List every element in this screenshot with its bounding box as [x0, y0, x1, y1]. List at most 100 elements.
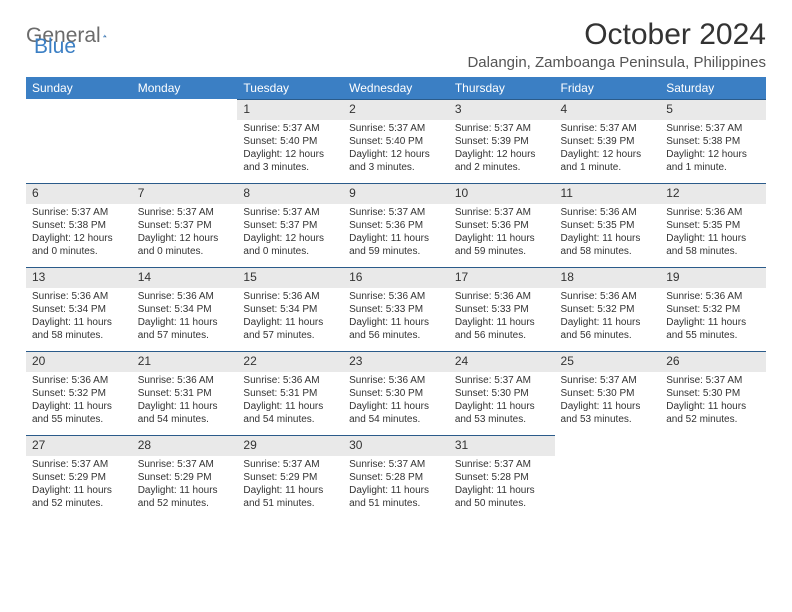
daylight-text: Daylight: 11 hours and 53 minutes. [455, 400, 549, 426]
sunrise-text: Sunrise: 5:36 AM [666, 290, 760, 303]
calendar-day-cell: 29Sunrise: 5:37 AMSunset: 5:29 PMDayligh… [237, 435, 343, 514]
weekday-header: Sunday [26, 77, 132, 99]
day-number: 31 [449, 435, 555, 456]
day-body: Sunrise: 5:36 AMSunset: 5:35 PMDaylight:… [555, 204, 661, 262]
sunrise-text: Sunrise: 5:37 AM [561, 122, 655, 135]
daylight-text: Daylight: 11 hours and 51 minutes. [349, 484, 443, 510]
daylight-text: Daylight: 11 hours and 55 minutes. [666, 316, 760, 342]
sunset-text: Sunset: 5:40 PM [349, 135, 443, 148]
day-body: Sunrise: 5:37 AMSunset: 5:29 PMDaylight:… [26, 456, 132, 514]
title-block: October 2024 Dalangin, Zamboanga Peninsu… [467, 18, 766, 71]
calendar-day-cell: 23Sunrise: 5:36 AMSunset: 5:30 PMDayligh… [343, 351, 449, 435]
day-body: Sunrise: 5:37 AMSunset: 5:40 PMDaylight:… [343, 120, 449, 178]
sunrise-text: Sunrise: 5:37 AM [138, 206, 232, 219]
day-body: Sunrise: 5:36 AMSunset: 5:33 PMDaylight:… [343, 288, 449, 346]
daylight-text: Daylight: 11 hours and 58 minutes. [561, 232, 655, 258]
calendar-week-row: 27Sunrise: 5:37 AMSunset: 5:29 PMDayligh… [26, 435, 766, 514]
weekday-header: Thursday [449, 77, 555, 99]
calendar-day-cell: 19Sunrise: 5:36 AMSunset: 5:32 PMDayligh… [660, 267, 766, 351]
day-body: Sunrise: 5:37 AMSunset: 5:36 PMDaylight:… [343, 204, 449, 262]
day-number: 25 [555, 351, 661, 372]
sunrise-text: Sunrise: 5:36 AM [138, 374, 232, 387]
sunset-text: Sunset: 5:30 PM [349, 387, 443, 400]
sunset-text: Sunset: 5:36 PM [455, 219, 549, 232]
calendar-day-cell: 24Sunrise: 5:37 AMSunset: 5:30 PMDayligh… [449, 351, 555, 435]
sunrise-text: Sunrise: 5:36 AM [32, 290, 126, 303]
logo-sail-icon [103, 27, 107, 45]
calendar-day-cell: 31Sunrise: 5:37 AMSunset: 5:28 PMDayligh… [449, 435, 555, 514]
daylight-text: Daylight: 11 hours and 52 minutes. [138, 484, 232, 510]
sunset-text: Sunset: 5:32 PM [32, 387, 126, 400]
sunset-text: Sunset: 5:30 PM [455, 387, 549, 400]
day-number: 26 [660, 351, 766, 372]
calendar-day-cell [132, 99, 238, 183]
sunrise-text: Sunrise: 5:36 AM [561, 290, 655, 303]
sunset-text: Sunset: 5:39 PM [561, 135, 655, 148]
sunrise-text: Sunrise: 5:36 AM [561, 206, 655, 219]
day-number: 9 [343, 183, 449, 204]
daylight-text: Daylight: 11 hours and 56 minutes. [455, 316, 549, 342]
sunrise-text: Sunrise: 5:36 AM [349, 374, 443, 387]
day-number: 11 [555, 183, 661, 204]
day-body: Sunrise: 5:36 AMSunset: 5:32 PMDaylight:… [26, 372, 132, 430]
sunrise-text: Sunrise: 5:37 AM [666, 122, 760, 135]
sunrise-text: Sunrise: 5:37 AM [561, 374, 655, 387]
sunrise-text: Sunrise: 5:37 AM [243, 206, 337, 219]
weekday-header: Saturday [660, 77, 766, 99]
day-body: Sunrise: 5:37 AMSunset: 5:39 PMDaylight:… [555, 120, 661, 178]
day-body: Sunrise: 5:36 AMSunset: 5:32 PMDaylight:… [660, 288, 766, 346]
sunrise-text: Sunrise: 5:37 AM [349, 206, 443, 219]
day-body: Sunrise: 5:36 AMSunset: 5:34 PMDaylight:… [237, 288, 343, 346]
sunset-text: Sunset: 5:31 PM [138, 387, 232, 400]
daylight-text: Daylight: 12 hours and 0 minutes. [138, 232, 232, 258]
calendar-page: General October 2024 Dalangin, Zamboanga… [0, 0, 792, 532]
daylight-text: Daylight: 11 hours and 58 minutes. [32, 316, 126, 342]
sunrise-text: Sunrise: 5:37 AM [455, 206, 549, 219]
daylight-text: Daylight: 11 hours and 59 minutes. [455, 232, 549, 258]
daylight-text: Daylight: 12 hours and 3 minutes. [243, 148, 337, 174]
sunrise-text: Sunrise: 5:36 AM [666, 206, 760, 219]
day-number: 10 [449, 183, 555, 204]
day-number: 12 [660, 183, 766, 204]
day-number: 2 [343, 99, 449, 120]
location-subtitle: Dalangin, Zamboanga Peninsula, Philippin… [467, 54, 766, 71]
sunset-text: Sunset: 5:29 PM [32, 471, 126, 484]
logo-text-blue: Blue [34, 35, 76, 58]
sunrise-text: Sunrise: 5:37 AM [243, 458, 337, 471]
calendar-day-cell: 22Sunrise: 5:36 AMSunset: 5:31 PMDayligh… [237, 351, 343, 435]
calendar-day-cell: 17Sunrise: 5:36 AMSunset: 5:33 PMDayligh… [449, 267, 555, 351]
calendar-week-row: 1Sunrise: 5:37 AMSunset: 5:40 PMDaylight… [26, 99, 766, 183]
calendar-day-cell: 14Sunrise: 5:36 AMSunset: 5:34 PMDayligh… [132, 267, 238, 351]
daylight-text: Daylight: 11 hours and 51 minutes. [243, 484, 337, 510]
day-number: 28 [132, 435, 238, 456]
calendar-day-cell: 20Sunrise: 5:36 AMSunset: 5:32 PMDayligh… [26, 351, 132, 435]
month-title: October 2024 [467, 18, 766, 52]
day-body: Sunrise: 5:36 AMSunset: 5:33 PMDaylight:… [449, 288, 555, 346]
day-body: Sunrise: 5:36 AMSunset: 5:30 PMDaylight:… [343, 372, 449, 430]
day-number: 21 [132, 351, 238, 372]
sunset-text: Sunset: 5:32 PM [561, 303, 655, 316]
sunrise-text: Sunrise: 5:36 AM [32, 374, 126, 387]
day-number: 4 [555, 99, 661, 120]
sunset-text: Sunset: 5:37 PM [138, 219, 232, 232]
calendar-week-row: 20Sunrise: 5:36 AMSunset: 5:32 PMDayligh… [26, 351, 766, 435]
daylight-text: Daylight: 11 hours and 59 minutes. [349, 232, 443, 258]
day-body: Sunrise: 5:36 AMSunset: 5:31 PMDaylight:… [237, 372, 343, 430]
calendar-day-cell: 16Sunrise: 5:36 AMSunset: 5:33 PMDayligh… [343, 267, 449, 351]
daylight-text: Daylight: 11 hours and 54 minutes. [138, 400, 232, 426]
daylight-text: Daylight: 12 hours and 3 minutes. [349, 148, 443, 174]
day-number: 22 [237, 351, 343, 372]
day-body: Sunrise: 5:36 AMSunset: 5:34 PMDaylight:… [132, 288, 238, 346]
day-number: 6 [26, 183, 132, 204]
calendar-day-cell: 27Sunrise: 5:37 AMSunset: 5:29 PMDayligh… [26, 435, 132, 514]
sunrise-text: Sunrise: 5:37 AM [32, 206, 126, 219]
day-number: 30 [343, 435, 449, 456]
day-number: 15 [237, 267, 343, 288]
calendar-day-cell: 12Sunrise: 5:36 AMSunset: 5:35 PMDayligh… [660, 183, 766, 267]
calendar-table: Sunday Monday Tuesday Wednesday Thursday… [26, 77, 766, 514]
day-number: 13 [26, 267, 132, 288]
sunset-text: Sunset: 5:38 PM [32, 219, 126, 232]
sunset-text: Sunset: 5:34 PM [138, 303, 232, 316]
daylight-text: Daylight: 11 hours and 53 minutes. [561, 400, 655, 426]
calendar-day-cell: 9Sunrise: 5:37 AMSunset: 5:36 PMDaylight… [343, 183, 449, 267]
